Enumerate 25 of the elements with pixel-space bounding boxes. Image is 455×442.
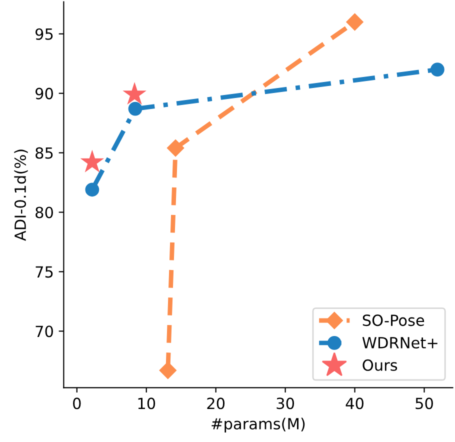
legend-label: SO-Pose (362, 314, 424, 326)
x-tick-label: 0 (73, 398, 81, 410)
point (159, 362, 176, 379)
point (85, 182, 100, 197)
x-axis-title: #params(M) (212, 418, 305, 432)
x-tick-label: 10 (138, 398, 156, 410)
legend-label: Ours (362, 359, 398, 371)
point (80, 150, 104, 172)
legend-label: WDRNet+ (362, 337, 438, 348)
y-tick-label: 90 (36, 88, 53, 100)
x-tick-label: 20 (207, 398, 225, 410)
point (128, 102, 142, 116)
y-tick-label: 75 (36, 266, 53, 278)
point (166, 139, 184, 157)
x-tick-label: 40 (346, 398, 364, 410)
point (430, 62, 444, 76)
x-tick-label: 30 (276, 398, 294, 410)
y-tick-label: 80 (36, 206, 53, 218)
y-tick-label: 95 (36, 28, 53, 40)
y-tick-label: 85 (36, 147, 53, 159)
point (346, 13, 364, 31)
y-axis-title: ADI-0.1d(%) (14, 150, 28, 241)
y-tick-label: 70 (36, 326, 53, 338)
point (122, 82, 146, 105)
x-tick-label: 50 (416, 398, 433, 410)
